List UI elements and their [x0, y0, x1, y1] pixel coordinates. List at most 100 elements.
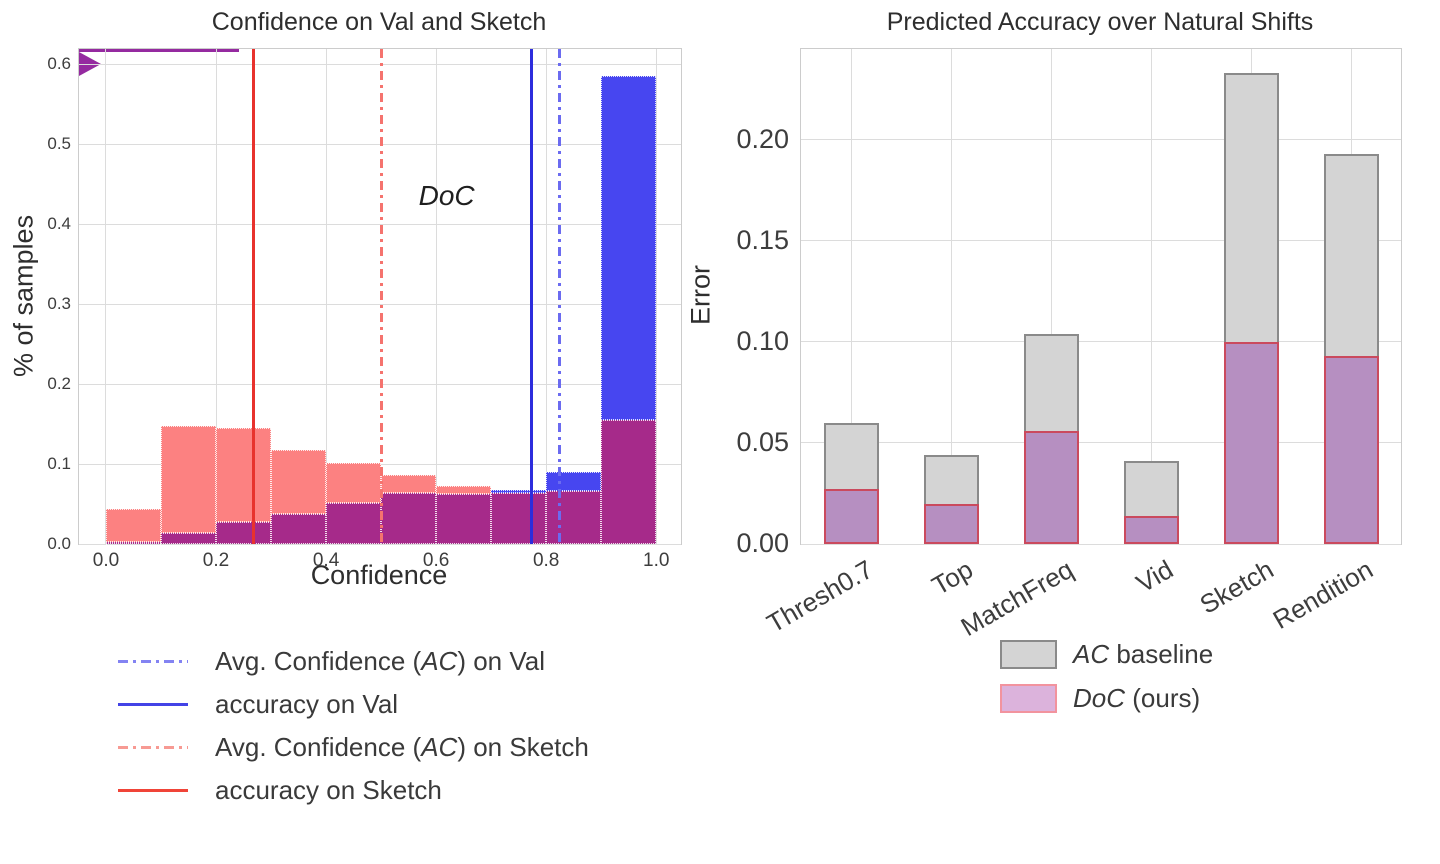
doc-arrow-shaft	[79, 49, 240, 52]
gridline-vertical	[325, 49, 327, 544]
legend-item: accuracy on Sketch	[118, 769, 442, 812]
category-label: Top	[926, 554, 978, 601]
legend-label: AC baseline	[1073, 639, 1213, 670]
bar-doc	[923, 503, 979, 544]
histogram-bar-overlap	[546, 491, 602, 544]
gridline-horizontal	[801, 240, 1401, 242]
legend-line-swatch	[118, 660, 188, 663]
label-part-italic: AC	[421, 732, 458, 762]
histogram-bar-overlap	[160, 532, 216, 544]
y-tick-label: 0.15	[736, 224, 789, 255]
histogram-bar-overlap	[381, 492, 437, 544]
category-label: Thresh0.7	[761, 554, 878, 639]
histogram-bar-overlap	[601, 420, 657, 544]
legend-line-swatch	[118, 789, 188, 792]
legend-item: Avg. Confidence (AC) on Val	[118, 640, 545, 683]
x-tick-label: 0.6	[422, 550, 450, 571]
label-part: accuracy on Sketch	[215, 775, 442, 805]
category-label: MatchFreq	[955, 554, 1078, 643]
right-legend: AC baseline DoC (ours)	[1000, 632, 1420, 732]
label-part-italic: AC	[1073, 638, 1110, 669]
gridline-vertical	[435, 49, 437, 544]
category-label: Vid	[1130, 554, 1178, 599]
y-tick-label: 0.5	[47, 134, 71, 154]
label-part-italic: DoC	[1073, 682, 1126, 713]
vline-accuracy-sketch	[251, 49, 255, 544]
label-part: Avg. Confidence (	[215, 646, 422, 676]
legend-item: Avg. Confidence (AC) on Sketch	[118, 726, 589, 769]
legend-item: DoC (ours)	[1000, 676, 1200, 720]
histogram-bar-overlap	[216, 521, 272, 544]
label-part: ) on Sketch	[457, 732, 589, 762]
gridline-vertical	[1150, 49, 1152, 544]
legend-label: accuracy on Val	[215, 689, 398, 720]
histogram-bar-val	[491, 490, 547, 493]
label-part: accuracy on Val	[215, 689, 399, 719]
bar-doc	[1123, 515, 1179, 544]
histogram-bar-overlap	[491, 492, 547, 544]
category-label: Rendition	[1267, 554, 1378, 635]
y-tick-label: 0.0	[47, 534, 71, 553]
x-tick-label: 0.4	[312, 550, 340, 571]
histogram-bar-overlap	[436, 493, 492, 544]
left-plot-area: 0.0 0.2 0.4 0.6 0.8 1.0 0.0 0.1 0.2 0.3 0.4 0.5 0.6 D…	[47, 48, 682, 571]
gridline-horizontal	[801, 543, 1401, 545]
histogram-bar-sketch	[436, 485, 492, 494]
histogram-bar-sketch	[216, 428, 272, 522]
y-tick-label: 0.1	[47, 454, 71, 474]
gridline-vertical	[1050, 49, 1052, 544]
right-chart-title: Predicted Accuracy over Natural Shifts	[886, 8, 1314, 36]
x-tick-label: 0.0	[92, 550, 120, 571]
left-chart-title: Confidence on Val and Sketch	[211, 8, 547, 36]
histogram-bar-sketch	[105, 508, 161, 542]
y-tick-label: 0.00	[736, 528, 789, 558]
x-tick-label: 0.8	[532, 550, 560, 571]
legend-label: Avg. Confidence (AC) on Val	[215, 646, 545, 677]
left-legend: Avg. Confidence (AC) on Val accuracy on V…	[118, 640, 718, 820]
gridline-horizontal	[801, 139, 1401, 141]
legend-line-swatch	[118, 746, 188, 749]
vline-avg-confidence-sketch	[379, 49, 383, 544]
gridline-vertical	[545, 49, 547, 544]
legend-box-swatch	[1000, 639, 1057, 669]
label-part: Avg. Confidence (	[215, 732, 422, 762]
y-tick-label: 0.10	[736, 325, 789, 356]
category-label: Sketch	[1194, 554, 1278, 620]
gridline-horizontal	[801, 442, 1401, 444]
label-part: ) on Val	[457, 646, 546, 676]
legend-box-swatch	[1000, 683, 1057, 713]
gridline-vertical	[215, 49, 217, 544]
y-tick-label: 0.6	[47, 54, 71, 74]
histogram-bar-sketch	[160, 426, 216, 533]
bar-doc	[1223, 341, 1279, 544]
histogram-bar-overlap	[271, 514, 327, 544]
right-plot-area: 0.00 0.05 0.10 0.15 0.20 Thresh0.7 Top MatchFre…	[736, 48, 1402, 642]
gridline-vertical	[850, 49, 852, 544]
histogram-bar-sketch	[271, 450, 327, 515]
histogram-bar-overlap	[105, 541, 161, 544]
histogram-bar-sketch	[381, 475, 437, 493]
histogram-bar-val	[546, 472, 602, 492]
right-y-axis-label: Error	[685, 265, 716, 326]
legend-label: Avg. Confidence (AC) on Sketch	[215, 732, 589, 763]
legend-item: AC baseline	[1000, 632, 1213, 676]
gridline-vertical	[655, 49, 657, 544]
doc-annotation: DoC	[419, 180, 475, 212]
legend-line-swatch	[118, 703, 188, 706]
gridline-vertical	[105, 49, 107, 544]
gridline-vertical	[950, 49, 952, 544]
histogram-bar-overlap	[326, 503, 382, 544]
y-tick-label: 0.3	[47, 294, 71, 314]
bar-doc	[823, 489, 879, 544]
left-x-axis-label: Confidence	[310, 560, 448, 590]
gridline-horizontal	[801, 341, 1401, 343]
y-tick-label: 0.20	[736, 123, 789, 154]
legend-label: DoC (ours)	[1073, 683, 1200, 714]
y-tick-label: 0.05	[736, 426, 789, 457]
bar-doc	[1323, 356, 1379, 544]
y-tick-label: 0.2	[47, 374, 71, 394]
vline-avg-confidence-val	[557, 49, 561, 544]
bar-doc	[1023, 430, 1079, 544]
histogram-bar-val	[601, 76, 657, 421]
